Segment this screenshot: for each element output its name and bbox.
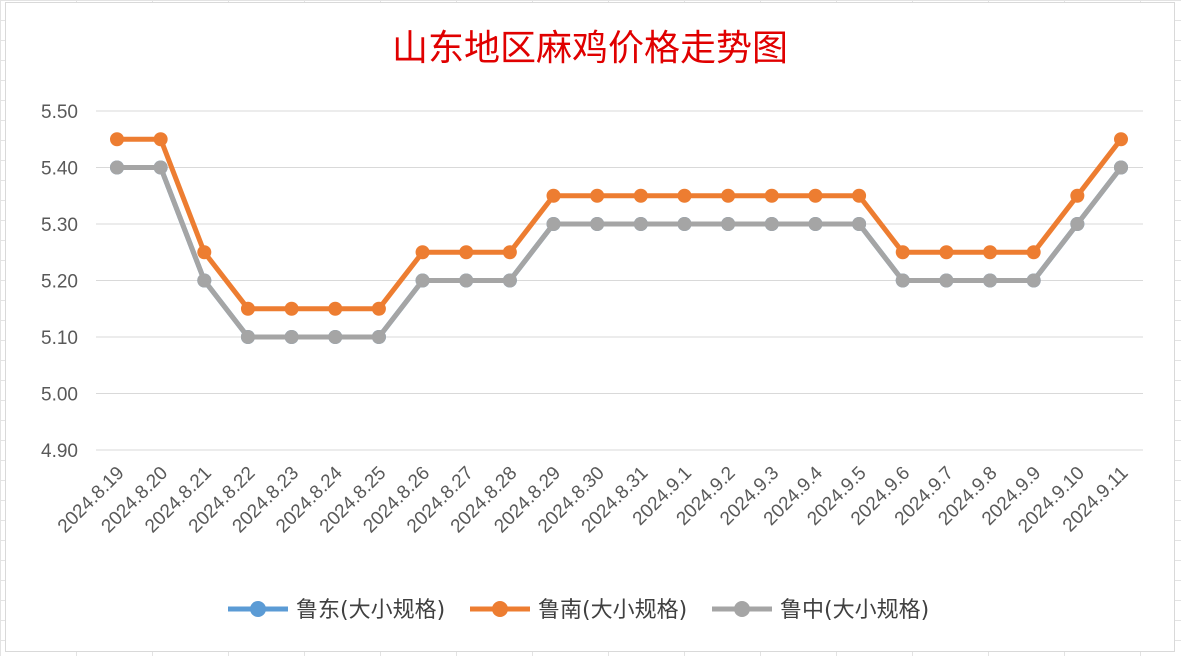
data-point [721,188,736,203]
data-point [721,217,736,231]
series-line [117,165,1123,340]
y-tick-label: 4.90 [41,441,78,462]
chart-area[interactable] [5,2,1175,652]
data-point [808,217,823,231]
data-point [110,160,124,175]
data-point [546,217,561,231]
y-tick-label: 5.00 [41,385,78,406]
data-point [546,188,561,203]
data-point [415,273,430,288]
data-point [983,273,998,288]
data-point [197,245,212,260]
x-axis-ticks: 2024.8.192024.8.202024.8.212024.8.222024… [54,462,1133,537]
data-point [371,301,386,316]
legend-label: 鲁东(大小规格) [296,598,445,623]
data-point [502,245,517,260]
data-point [983,245,998,260]
data-point [371,330,386,344]
data-point [110,132,124,147]
data-point [415,245,430,260]
data-point [764,217,779,231]
data-point [1070,188,1085,203]
data-point [328,301,343,316]
data-point [459,245,474,260]
y-tick-label: 5.20 [41,272,78,293]
data-point [895,273,910,288]
data-point [240,301,255,316]
data-point [1026,245,1041,260]
data-point [852,188,867,203]
data-point [633,188,648,203]
data-point [328,330,343,344]
data-point [852,217,867,231]
data-point [677,217,692,231]
data-point [677,188,692,203]
series-2 [110,160,1128,344]
legend-label: 鲁南(大小规格) [538,598,687,623]
data-point [153,132,168,147]
y-tick-label: 5.40 [41,159,78,180]
data-point [939,245,954,260]
legend-label: 鲁中(大小规格) [780,598,929,623]
data-point [284,301,299,316]
data-point [939,273,954,288]
y-axis-ticks: 5.50 5.40 5.30 5.20 5.10 5.00 4.90 [41,102,78,462]
data-point [502,273,517,288]
legend-swatch-marker [492,601,508,617]
data-point [1070,217,1085,231]
legend-item[interactable]: 鲁南(大小规格) [470,598,687,623]
legend-swatch-marker [250,601,266,617]
data-point [459,273,474,288]
chart-title: 山东地区麻鸡价格走势图 [392,28,788,69]
data-point [197,273,212,288]
data-point [1114,132,1128,147]
series-line [117,136,1123,312]
data-point [808,188,823,203]
data-point [764,188,779,203]
data-point [590,188,605,203]
y-tick-label: 5.10 [41,328,78,349]
series-1 [110,132,1128,316]
series-lines [110,132,1128,344]
data-point [633,217,648,231]
legend-item[interactable]: 鲁东(大小规格) [228,598,445,623]
y-tick-label: 5.50 [41,102,78,123]
data-point [240,330,255,344]
data-point [1114,160,1128,175]
data-point [1026,273,1041,288]
y-tick-label: 5.30 [41,215,78,236]
legend-item[interactable]: 鲁中(大小规格) [712,598,929,623]
data-point [153,160,168,175]
legend-swatch-marker [734,601,750,617]
data-point [284,330,299,344]
legend: 鲁东(大小规格) 鲁南(大小规格) 鲁中(大小规格) [228,598,929,623]
data-point [590,217,605,231]
data-point [895,245,910,260]
